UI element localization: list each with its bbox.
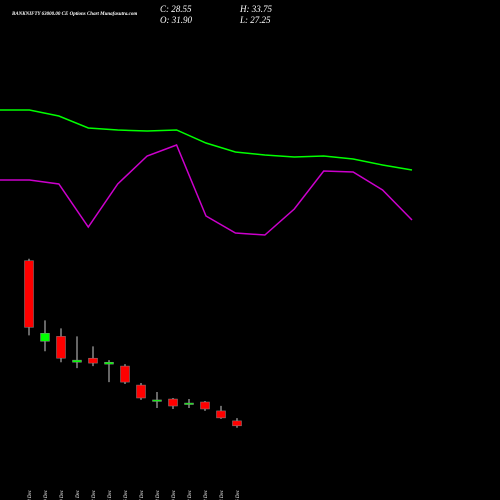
candle-body	[136, 384, 146, 399]
candle-body	[72, 359, 82, 363]
candle-body	[120, 365, 130, 383]
candle-body	[152, 399, 162, 402]
indicator-line	[0, 144, 413, 236]
candle-body	[232, 420, 242, 427]
candle-body	[216, 410, 226, 419]
candle-body	[200, 401, 210, 410]
indicator-line	[0, 109, 413, 171]
x-tick-label: 19 Dec	[172, 489, 177, 500]
x-tick-label: 24 Dec	[220, 489, 225, 500]
x-tick-label: 11 Dec	[76, 489, 81, 500]
ohlc-open: O: 31.90	[160, 15, 192, 25]
candle-body	[24, 260, 34, 328]
ohlc-low: L: 27.25	[239, 15, 271, 25]
x-tick-label: 10 Dec	[60, 489, 65, 500]
ohlc-close: C: 28.55	[160, 4, 192, 14]
x-tick-label: 17 Dec	[140, 489, 145, 500]
x-tick-label: 16 Dec	[124, 489, 129, 500]
x-tick-label: 09 Dec	[44, 489, 49, 500]
x-tick-label: 12 Dec	[92, 489, 97, 500]
chart-title: BANKNIFTY 63000.00 CE Options Chart Muna…	[11, 12, 137, 17]
candle-body	[88, 357, 98, 364]
x-tick-label: 15 Dec	[108, 489, 113, 500]
candle-body	[40, 333, 50, 342]
ohlc-high: H: 33.75	[239, 4, 272, 14]
x-tick-label: 26 Dec	[236, 489, 241, 500]
candle-body	[56, 336, 66, 359]
candle-body	[104, 361, 114, 365]
x-tick-label: 08 Dec	[28, 489, 33, 500]
candle-body	[184, 402, 194, 405]
x-tick-label: 23 Dec	[204, 489, 209, 500]
x-tick-label: 18 Dec	[156, 489, 161, 500]
candle-body	[168, 398, 178, 407]
x-tick-label: 22 Dec	[188, 489, 193, 500]
